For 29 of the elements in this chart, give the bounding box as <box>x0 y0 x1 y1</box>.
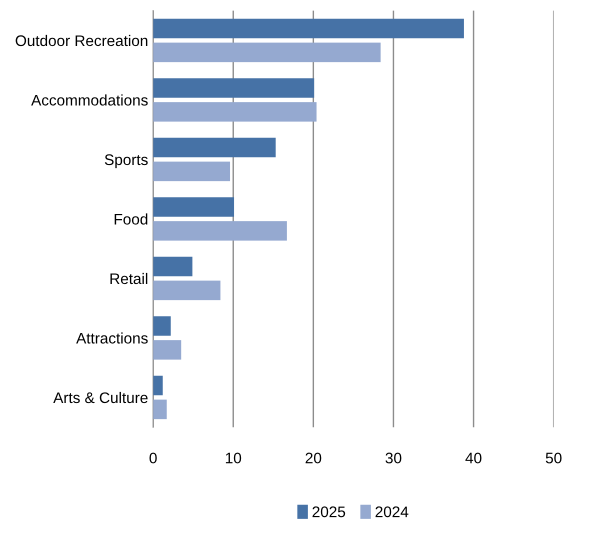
bar <box>153 316 171 336</box>
x-tick-label: 50 <box>546 452 562 464</box>
x-tick-label: 0 <box>149 452 157 464</box>
bar <box>153 340 182 360</box>
legend-label: 2024 <box>376 506 408 518</box>
bar <box>153 78 314 98</box>
bar <box>153 162 230 182</box>
y-tick-label: Arts & Culture <box>53 392 148 404</box>
x-tick-label: 30 <box>386 452 402 464</box>
bar <box>153 138 276 158</box>
x-tick-label: 40 <box>465 452 482 464</box>
y-tick-label: Accommodations <box>31 94 148 106</box>
bar <box>153 197 234 217</box>
bar <box>153 400 167 420</box>
legend-label: 2025 <box>312 506 346 518</box>
bar <box>153 102 317 122</box>
bar <box>153 256 192 276</box>
y-tick-label: Outdoor Recreation <box>16 34 148 46</box>
y-tick-label: Sports <box>104 154 148 168</box>
bar <box>153 221 287 241</box>
bar <box>153 376 163 396</box>
y-tick-label: Food <box>114 213 148 225</box>
x-tick-label: 10 <box>226 452 242 464</box>
bar <box>153 42 381 62</box>
bar <box>153 18 464 38</box>
y-tick-label: Attractions <box>76 332 148 344</box>
y-tick-label: Retail <box>110 272 148 284</box>
x-tick-label: 20 <box>306 452 322 464</box>
bar <box>153 280 220 300</box>
